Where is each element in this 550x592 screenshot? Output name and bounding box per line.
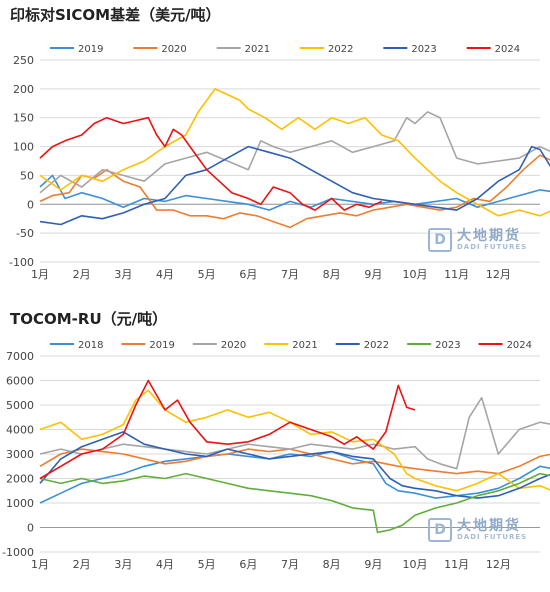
tocom-ru-chart-svg: -1000 0 1000 2000 3000 4000 5000 6000 7000 1月 2月 3月…: [2, 340, 550, 571]
y-tick-label: 2000: [6, 473, 34, 486]
x-tick-label: 9月: [364, 268, 382, 281]
chart-title: TOCOM-RU（元/吨）: [10, 310, 168, 328]
y-tick-label: 0: [27, 198, 34, 211]
watermark-cn: 大地期货: [457, 517, 521, 534]
series-line-2019: [39, 174, 550, 211]
x-tick-label: 11月: [444, 268, 469, 281]
y-tick-label: 100: [13, 141, 34, 154]
watermark-cn: 大地期货: [457, 227, 521, 244]
y-tick-label: 0: [27, 522, 34, 535]
legend-label: 2021: [245, 44, 270, 55]
y-tick-label: -1000: [2, 546, 34, 559]
y-tick-label: 150: [13, 112, 34, 125]
series-line-2020: [39, 154, 550, 229]
watermark: D 大地期货 DADI FUTURES: [428, 228, 527, 252]
x-tick-label: 10月: [403, 268, 428, 281]
x-tick-label: 6月: [239, 558, 257, 571]
y-tick-label: 200: [13, 83, 34, 96]
y-tick-label: 50: [20, 169, 34, 182]
dadi-logo-icon: D: [428, 228, 452, 252]
legend-label: 2018: [78, 340, 103, 351]
basis-chart: 印标对SICOM基差（美元/吨） -100 -50 0 50 100 150 200 250 1…: [9, 6, 550, 281]
watermark-en: DADI FUTURES: [457, 242, 528, 251]
legend-label: 2019: [78, 44, 103, 55]
x-tick-label: 8月: [323, 558, 341, 571]
y-tick-label: 5000: [6, 399, 34, 412]
x-tick-label: 2月: [73, 558, 91, 571]
series-line-2018: [39, 450, 550, 504]
x-tick-label: 6月: [239, 268, 257, 281]
legend-label: 2023: [435, 340, 460, 351]
x-tick-label: 7月: [281, 558, 299, 571]
series-line-2023: [39, 472, 550, 534]
series-line-2021: [39, 389, 550, 492]
x-tick-label: 1月: [31, 558, 49, 571]
x-tick-label: 11月: [444, 558, 469, 571]
chart-title: 印标对SICOM基差（美元/吨）: [10, 6, 221, 24]
series-line-2019: [39, 448, 550, 475]
x-tick-label: 12月: [486, 268, 511, 281]
legend-label: 2020: [221, 340, 246, 351]
x-tick-label: 7月: [281, 268, 299, 281]
x-tick-label: 4月: [156, 558, 174, 571]
y-tick-label: 250: [13, 54, 34, 67]
x-tick-label: 12月: [486, 558, 511, 571]
legend-label: 2023: [411, 44, 436, 55]
legend-label: 2024: [495, 44, 520, 55]
x-tick-label: 5月: [198, 268, 216, 281]
legend-label: 2022: [328, 44, 353, 55]
y-tick-label: 7000: [6, 350, 34, 363]
x-tick-label: 8月: [323, 268, 341, 281]
legend-label: 2019: [149, 340, 174, 351]
basis-chart-svg: -100 -50 0 50 100 150 200 250 1月 2月 3月 4月 5月 6月 7月 8月 9月…: [9, 44, 550, 281]
series-line-2021: [39, 111, 550, 194]
series-line-2024: [39, 379, 416, 480]
x-tick-label: 4月: [156, 268, 174, 281]
series-line-2020: [39, 396, 550, 470]
series-line-2023: [39, 145, 550, 226]
x-tick-label: 5月: [198, 558, 216, 571]
series-line-2022: [39, 88, 550, 217]
x-tick-label: 9月: [364, 558, 382, 571]
dadi-logo-icon: D: [428, 518, 452, 542]
y-tick-label: 4000: [6, 424, 34, 437]
x-tick-label: 1月: [31, 268, 49, 281]
x-tick-label: 2月: [73, 268, 91, 281]
x-tick-label: 10月: [403, 558, 428, 571]
legend-label: 2024: [507, 340, 532, 351]
legend-label: 2021: [292, 340, 317, 351]
series-line-2024: [39, 116, 383, 211]
tocom-ru-chart: TOCOM-RU（元/吨） -1000 0 1000 2000 3000 4000 5000…: [0, 304, 550, 592]
legend-label: 2020: [161, 44, 186, 55]
legend-label: 2022: [364, 340, 389, 351]
watermark-en: DADI FUTURES: [457, 532, 528, 541]
series-line-2022: [39, 431, 550, 499]
y-tick-label: -100: [9, 256, 34, 269]
y-tick-label: 1000: [6, 497, 34, 510]
y-tick-label: 6000: [6, 375, 34, 388]
y-tick-label: -50: [16, 227, 34, 240]
x-tick-label: 3月: [114, 558, 132, 571]
watermark: D 大地期货 DADI FUTURES: [428, 518, 527, 542]
y-tick-label: 3000: [6, 448, 34, 461]
x-tick-label: 3月: [114, 268, 132, 281]
